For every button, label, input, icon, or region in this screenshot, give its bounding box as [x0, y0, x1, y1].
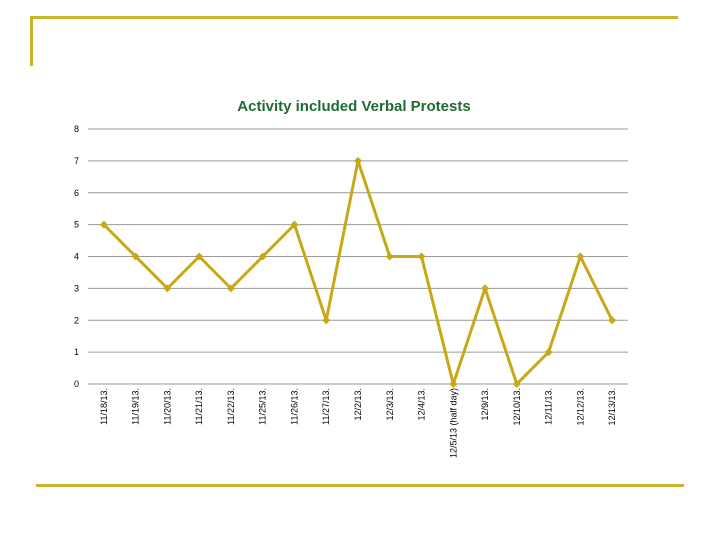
x-tick-label: 11/21/13.: [194, 388, 204, 425]
x-tick-label: 12/4/13.: [417, 388, 427, 421]
slide-frame-top-border: [30, 16, 678, 19]
x-axis-ticks: 11/18/13. 11/19/13. 11/20/13. 11/21/13. 11/2…: [99, 388, 617, 458]
y-axis-ticks: 0 1 2 3 4 5 6 7 8: [74, 124, 79, 389]
slide-frame-left-border: [30, 16, 33, 66]
y-tick-label: 7: [74, 156, 79, 166]
data-point: [417, 252, 426, 261]
x-tick-label: 12/10/13.: [512, 388, 522, 426]
data-point: [608, 316, 617, 325]
x-tick-label: 11/20/13.: [162, 388, 172, 425]
slide-frame-bottom-border: [36, 484, 684, 487]
x-tick-label: 12/13/13.: [607, 388, 617, 426]
x-tick-label: 12/9/13.: [480, 388, 490, 421]
y-tick-label: 2: [74, 315, 79, 325]
y-tick-label: 6: [74, 188, 79, 198]
x-tick-label: 11/19/13.: [131, 388, 141, 425]
data-point: [544, 348, 553, 357]
data-point: [163, 284, 172, 293]
x-tick-label: 12/3/13.: [385, 388, 395, 421]
data-point: [99, 220, 108, 229]
data-point: [481, 284, 490, 293]
data-point: [290, 220, 299, 229]
data-point: [258, 252, 267, 261]
y-tick-label: 0: [74, 379, 79, 389]
chart-title: Activity included Verbal Protests: [237, 98, 470, 115]
y-tick-label: 1: [74, 347, 79, 357]
x-tick-label: 12/5/13 (half day): [448, 388, 458, 458]
y-tick-label: 5: [74, 220, 79, 230]
data-point: [385, 252, 394, 261]
x-tick-label: 12/11/13.: [544, 388, 554, 425]
data-point: [226, 284, 235, 293]
y-tick-label: 8: [74, 124, 79, 134]
y-tick-label: 4: [74, 252, 79, 262]
x-tick-label: 12/12/13.: [575, 388, 585, 426]
x-tick-label: 11/26/13.: [289, 388, 299, 425]
data-point: [322, 316, 331, 325]
data-point: [512, 380, 521, 388]
x-tick-label: 11/18/13.: [99, 388, 109, 425]
data-point: [131, 252, 140, 261]
x-tick-label: 11/25/13.: [258, 388, 268, 425]
x-tick-label: 11/22/13.: [226, 388, 236, 425]
data-point: [576, 252, 585, 261]
y-tick-label: 3: [74, 283, 79, 293]
data-point: [449, 380, 458, 388]
data-point: [195, 252, 204, 261]
series-line-verbal-protests: [102, 159, 614, 386]
x-tick-label: 11/27/13.: [321, 388, 331, 425]
x-tick-label: 12/2/13.: [353, 388, 363, 421]
series-markers: [99, 156, 617, 388]
data-point: [354, 156, 362, 165]
